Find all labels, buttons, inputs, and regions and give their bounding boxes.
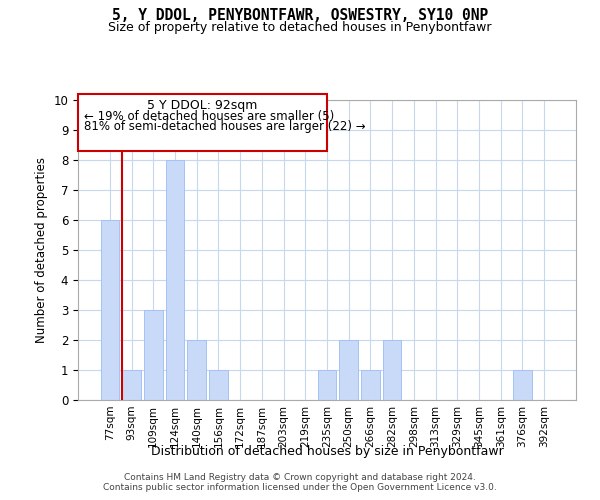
Bar (318, 370, 336, 400)
Bar (144, 310, 163, 400)
Bar (187, 340, 206, 400)
Bar (209, 370, 227, 400)
Bar (122, 370, 141, 400)
Text: ← 19% of detached houses are smaller (5): ← 19% of detached houses are smaller (5) (84, 110, 334, 123)
Text: Size of property relative to detached houses in Penybontfawr: Size of property relative to detached ho… (108, 21, 492, 34)
Bar (383, 340, 401, 400)
Bar (166, 160, 184, 400)
Text: 5, Y DDOL, PENYBONTFAWR, OSWESTRY, SY10 0NP: 5, Y DDOL, PENYBONTFAWR, OSWESTRY, SY10 … (112, 8, 488, 22)
Text: 5 Y DDOL: 92sqm: 5 Y DDOL: 92sqm (148, 99, 257, 112)
Bar (101, 220, 119, 400)
Y-axis label: Number of detached properties: Number of detached properties (35, 157, 48, 343)
Bar (340, 340, 358, 400)
Text: Contains HM Land Registry data © Crown copyright and database right 2024.
Contai: Contains HM Land Registry data © Crown c… (103, 473, 497, 492)
Text: Distribution of detached houses by size in Penybontfawr: Distribution of detached houses by size … (151, 444, 503, 458)
Bar (361, 370, 380, 400)
Text: 81% of semi-detached houses are larger (22) →: 81% of semi-detached houses are larger (… (84, 120, 365, 133)
Bar (513, 370, 532, 400)
